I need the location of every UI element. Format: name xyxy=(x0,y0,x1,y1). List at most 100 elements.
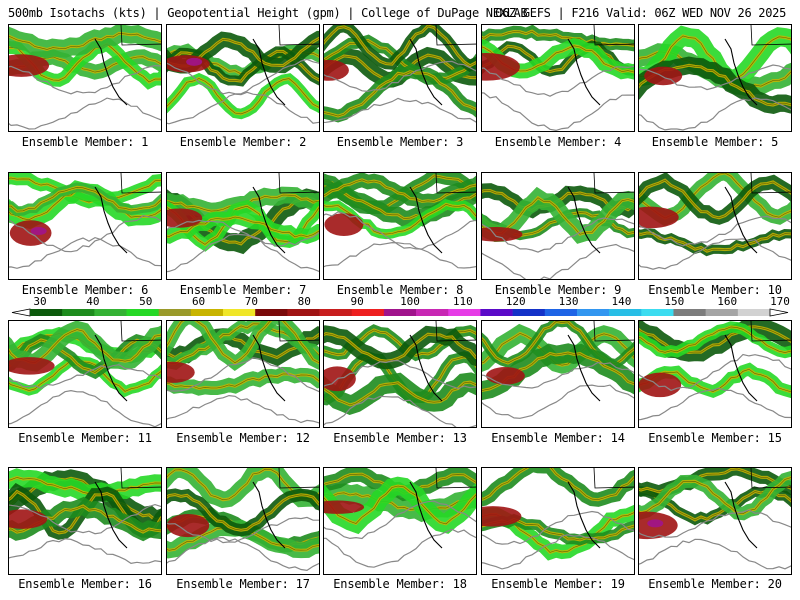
coastline xyxy=(252,186,286,254)
coastline xyxy=(252,481,286,549)
isotach-map xyxy=(324,173,476,269)
isotach-map xyxy=(9,173,161,269)
colorbar-segment xyxy=(705,309,739,316)
height-contour xyxy=(9,97,161,130)
height-contour xyxy=(167,357,319,393)
height-contour xyxy=(167,394,319,424)
border-line xyxy=(435,321,476,342)
jet-max-core xyxy=(482,506,522,527)
border-line xyxy=(278,173,319,194)
height-contour xyxy=(639,353,791,392)
coastline xyxy=(409,186,443,254)
ensemble-member-panel xyxy=(8,320,162,428)
colorbar-tick-label: 40 xyxy=(86,295,99,308)
border-line xyxy=(278,25,319,46)
jet-max-core xyxy=(644,66,683,86)
coastline xyxy=(724,186,758,254)
jet-max-core xyxy=(324,213,364,236)
border-line xyxy=(435,173,476,194)
isotach-map xyxy=(9,25,161,130)
height-contour xyxy=(167,219,319,247)
colorbar-tick-label: 60 xyxy=(192,295,205,308)
height-contour xyxy=(324,211,476,250)
border-line xyxy=(435,25,476,46)
height-contour xyxy=(324,60,476,93)
colorbar-segment xyxy=(287,309,320,316)
ensemble-member-label: Ensemble Member: 3 xyxy=(336,135,464,149)
height-contour xyxy=(167,233,319,273)
ensemble-member-panel xyxy=(323,320,477,428)
colorbar-tick-label: 30 xyxy=(33,295,46,308)
height-contour xyxy=(9,214,161,253)
ensemble-member-panel xyxy=(8,172,162,280)
coastline xyxy=(567,38,601,106)
border-line xyxy=(120,25,161,46)
coastline xyxy=(252,38,286,106)
isotach-map xyxy=(167,173,319,273)
coastline xyxy=(724,481,758,549)
height-contour xyxy=(324,500,476,540)
isotach-map xyxy=(639,25,791,131)
isotach-map xyxy=(482,468,634,570)
height-contour xyxy=(639,97,791,131)
ensemble-member-label: Ensemble Member: 1 xyxy=(21,135,149,149)
coastline xyxy=(567,334,601,402)
ensemble-member-panel xyxy=(323,172,477,280)
height-contour xyxy=(482,384,634,419)
ensemble-member-panel xyxy=(166,24,320,132)
jet-max-core xyxy=(167,208,203,228)
isotach-map xyxy=(482,173,634,279)
coastline xyxy=(94,186,128,254)
coastline xyxy=(567,186,601,254)
height-contour xyxy=(324,528,476,568)
ensemble-member-panel xyxy=(481,24,635,132)
colorbar-segment xyxy=(126,309,159,316)
height-contour xyxy=(9,389,161,427)
coastline xyxy=(724,38,758,106)
colorbar-tick-label: 90 xyxy=(351,295,364,308)
colorbar-segment xyxy=(190,309,224,316)
border-line xyxy=(593,25,634,46)
border-line xyxy=(120,321,161,342)
isotach-map xyxy=(167,468,319,572)
coastline xyxy=(94,38,128,106)
colorbar-tick-label: 80 xyxy=(298,295,311,308)
border-line xyxy=(593,468,634,489)
isotach-colorbar: 30 40 50 60 70 80 90 100 110 120 130 140 150 160 170 xyxy=(11,295,790,317)
ensemble-member-label: Ensemble Member: 15 xyxy=(648,431,782,445)
ensemble-member-panel xyxy=(638,467,792,575)
ensemble-member-panel xyxy=(481,467,635,575)
ensemble-member-panel xyxy=(481,172,635,280)
ensemble-member-label: Ensemble Member: 20 xyxy=(648,577,782,591)
ensemble-member-label: Ensemble Member: 7 xyxy=(179,283,307,297)
colorbar-segment xyxy=(319,309,353,316)
colorbar-segment xyxy=(158,309,192,316)
height-contour xyxy=(639,387,791,421)
isotach-map xyxy=(482,321,634,419)
height-contour xyxy=(9,364,161,389)
coastline xyxy=(409,334,443,402)
ensemble-member-panel xyxy=(638,172,792,280)
height-contour xyxy=(9,503,161,535)
ensemble-member-panel xyxy=(166,172,320,280)
colorbar-segment xyxy=(255,309,288,316)
ensemble-member-label: Ensemble Member: 5 xyxy=(651,135,779,149)
ensemble-member-label: Ensemble Member: 8 xyxy=(336,283,464,297)
height-contour xyxy=(482,217,634,253)
ensemble-member-label: Ensemble Member: 16 xyxy=(18,577,152,591)
ensemble-member-label: Ensemble Member: 17 xyxy=(176,577,310,591)
border-line xyxy=(435,468,476,489)
colorbar-tick-label: 100 xyxy=(400,295,420,308)
jet-max-core xyxy=(324,366,356,392)
colorbar-segment xyxy=(673,309,706,316)
colorbar-tick-label: 120 xyxy=(506,295,526,308)
colorbar-segment xyxy=(609,309,642,316)
colorbar-segment xyxy=(94,309,127,316)
ensemble-member-label: Ensemble Member: 11 xyxy=(18,431,152,445)
ensemble-member-label: Ensemble Member: 12 xyxy=(176,431,310,445)
isotach-map xyxy=(167,25,319,125)
colorbar-segment xyxy=(576,309,610,316)
height-contour xyxy=(482,243,634,279)
height-contour xyxy=(167,91,319,125)
product-title: 500mb Isotachs (kts) | Geopotential Heig… xyxy=(8,6,528,20)
